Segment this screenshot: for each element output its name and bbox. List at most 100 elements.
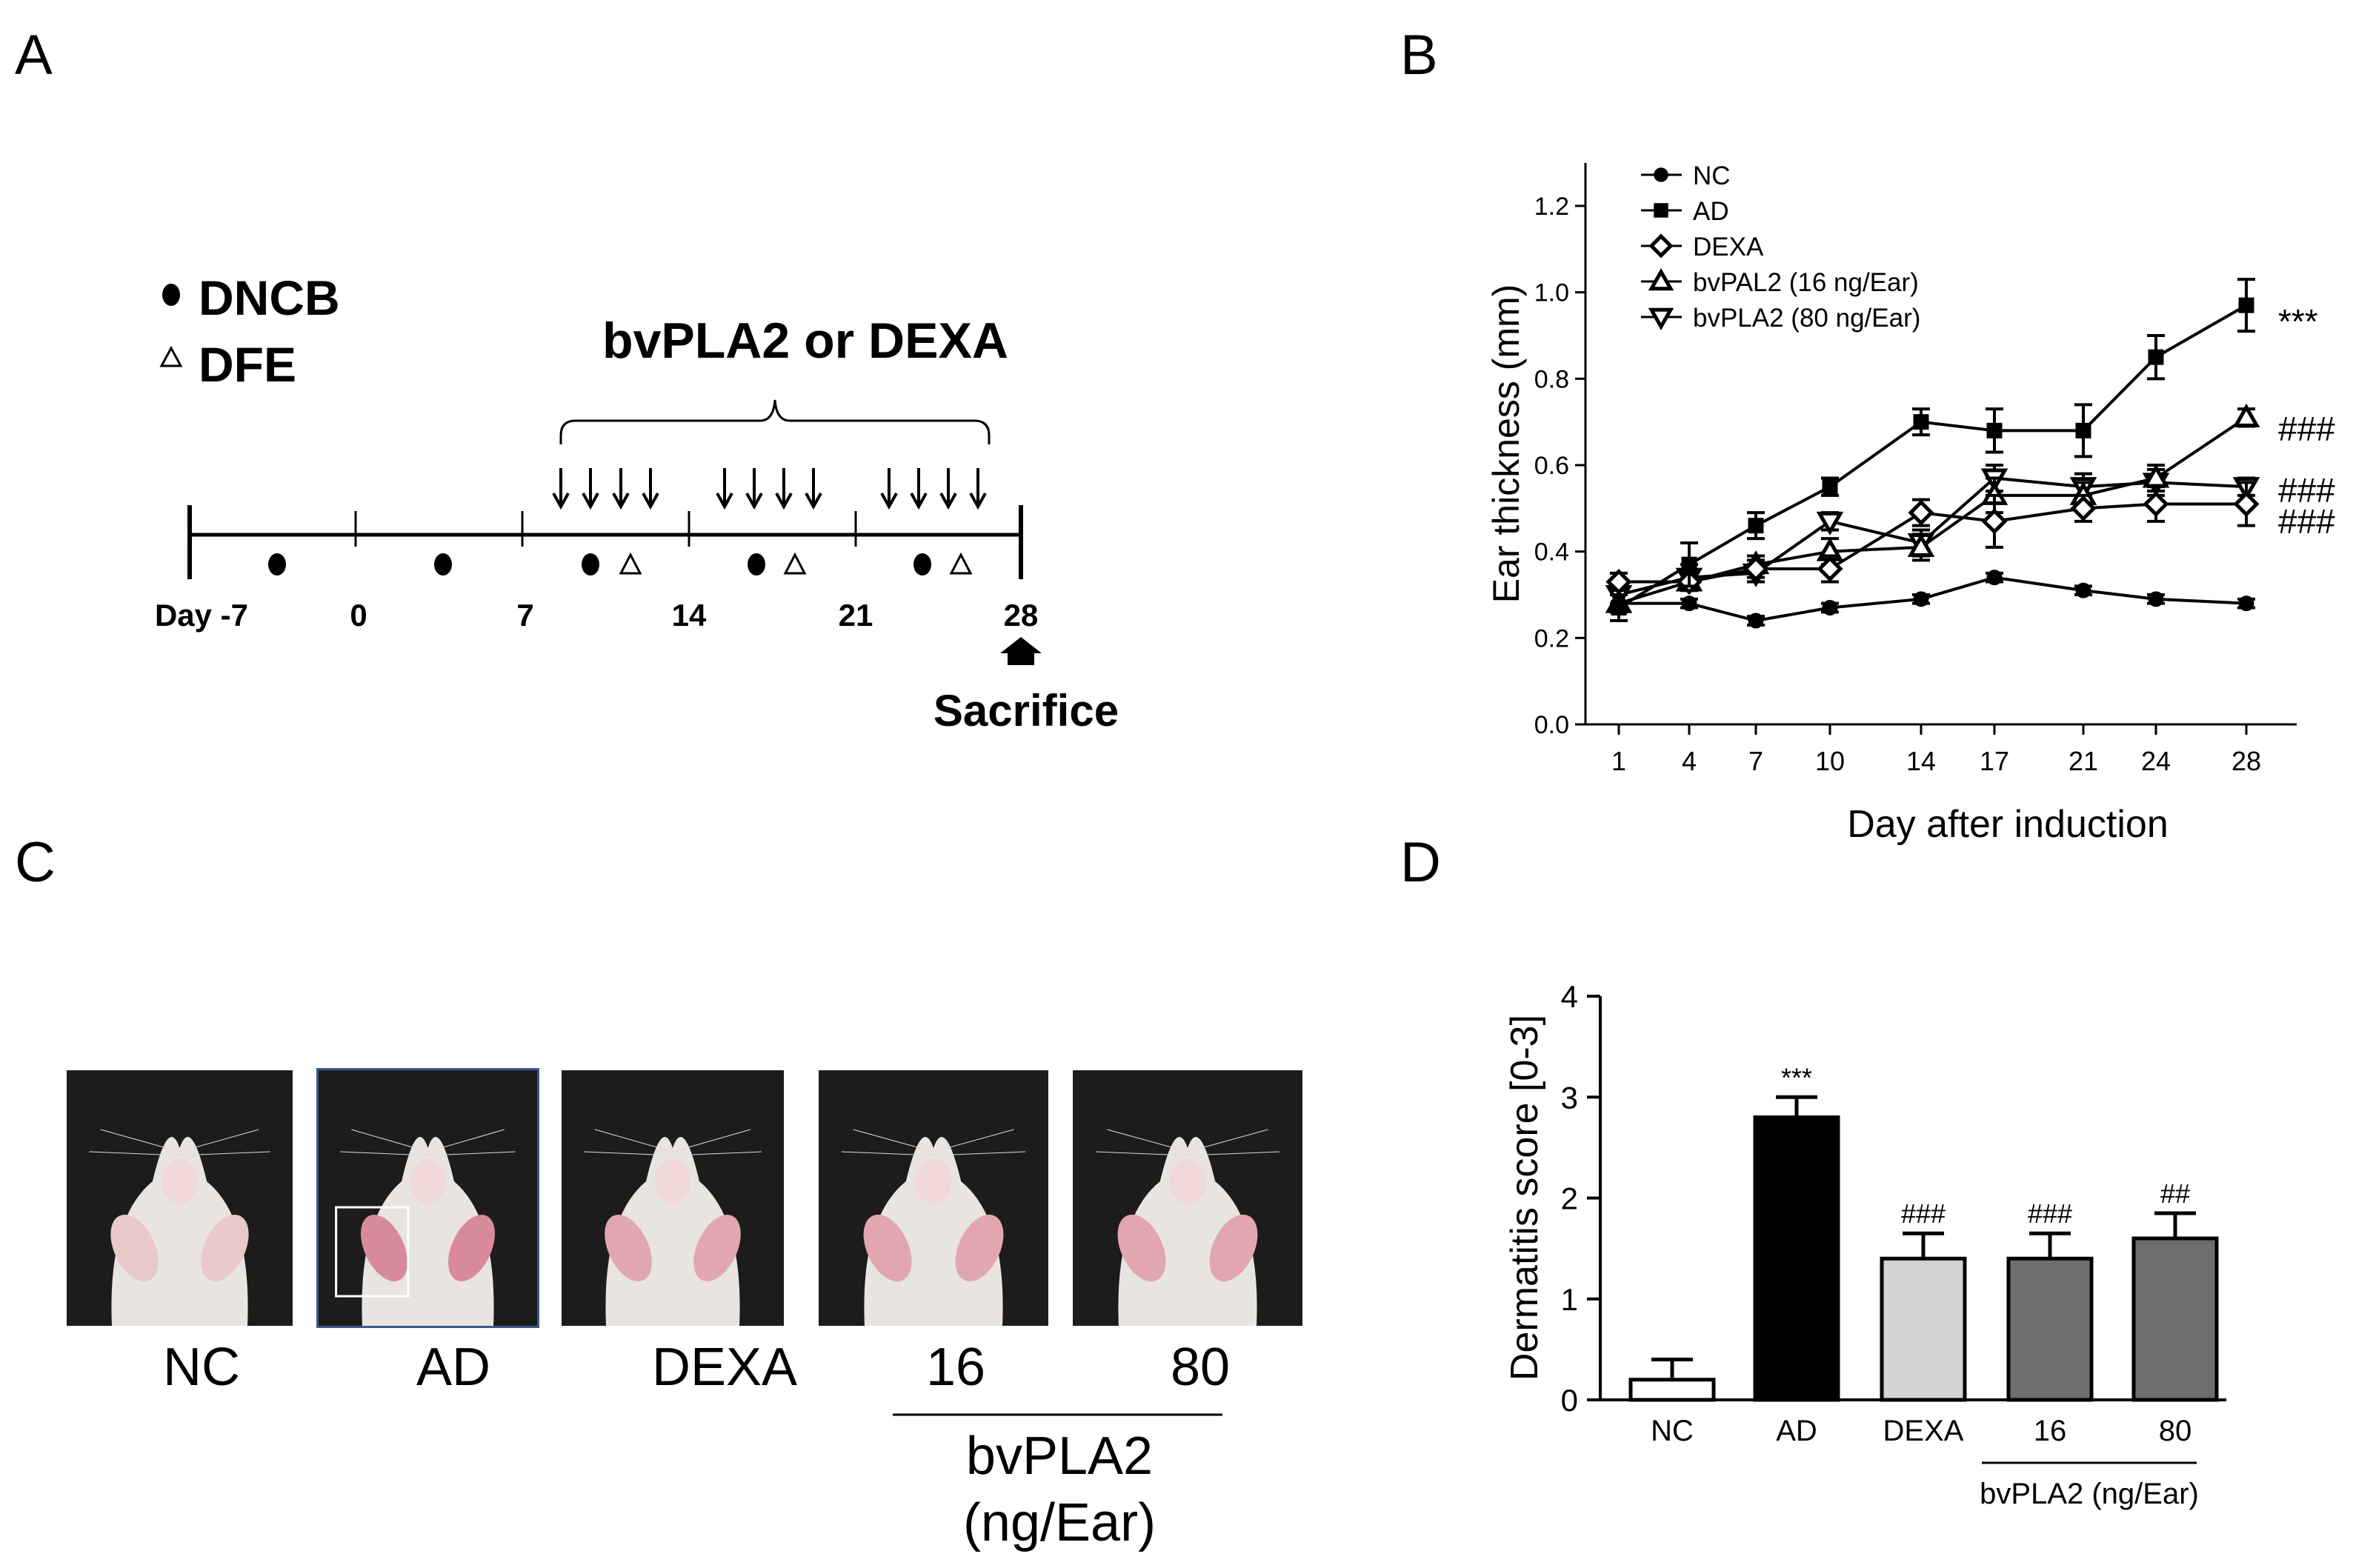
chart-b-y-tick-label: 0.4: [1534, 538, 1569, 567]
chart-b-y-ticks: 0.0 0.2 0.4 0.6 0.8 1.0 1.2: [1534, 193, 1585, 739]
treatment-label: bvPLA2 or DEXA: [602, 313, 1008, 369]
mouse-photo: [819, 1070, 1048, 1326]
chart-b-y-tick-label: 0.6: [1534, 452, 1569, 480]
series-line-diamond: [1619, 502, 2246, 584]
data-point-triangle-down: [1816, 511, 1844, 536]
chart-b-y-tick-label: 1.2: [1534, 193, 1569, 221]
dncb-event: [434, 553, 452, 576]
chart-b-y-tick-label: 1.0: [1534, 279, 1569, 307]
dfe-event: [783, 552, 807, 575]
bar-80: [2131, 1236, 2219, 1402]
day-label: 0: [350, 598, 367, 633]
legend-dncb-label: DNCB: [199, 270, 340, 325]
timeline-panel: DNCB DFE bvPLA2 or DEXA Day -7 0 7 14 21…: [155, 270, 1119, 735]
chart-d-y-tick-label: 3: [1561, 1080, 1578, 1115]
data-point-circle: [1986, 570, 2003, 586]
dosing-arrow-head: [775, 493, 793, 510]
chart-d-x-tick-label: NC: [1651, 1415, 1694, 1447]
panel-letter-c: C: [15, 831, 56, 894]
chart-b-x-tick-label: 14: [1906, 746, 1936, 776]
dermatitis-score-chart: 0 1 2 3 4 NC AD *** DEXA ### 16 ### 80 ## Dermatitis…: [1503, 979, 2226, 1510]
bar-ad: [1753, 1115, 1840, 1402]
dosing-arrow-head: [969, 493, 987, 510]
data-point-circle: [1822, 600, 1838, 615]
day-label: 21: [839, 598, 873, 633]
mouse-photo-label: NC: [163, 1338, 240, 1397]
chart-d-x-tick-label: 80: [2159, 1415, 2192, 1447]
chart-b-x-label: Day after induction: [1847, 803, 2169, 846]
data-point-diamond: [1981, 508, 2008, 535]
data-point-circle: [2075, 582, 2091, 598]
dosing-arrows: [552, 468, 987, 510]
bar-significance-label: ##: [2160, 1178, 2190, 1209]
dosing-arrow-head: [805, 493, 822, 510]
mouse-illustration: [1095, 1129, 1280, 1326]
mouse-illustration: [89, 1129, 270, 1326]
mouse-photo-label: DEXA: [651, 1338, 798, 1397]
sacrifice-label: Sacrifice: [933, 686, 1119, 735]
chart-d-y-tick-label: 1: [1561, 1282, 1578, 1317]
significance-label: ###: [2278, 471, 2335, 510]
chart-b-y-tick-label: 0.8: [1534, 365, 1569, 393]
data-point-circle: [1681, 595, 1697, 612]
chart-d-x-tick-label: AD: [1776, 1415, 1817, 1447]
chart-b-x-ticks: 1 4 7 10 14 17 21 24 28: [1611, 724, 2261, 776]
data-point-diamond: [1743, 556, 1769, 582]
chart-b-x-tick-label: 10: [1815, 746, 1845, 776]
data-point-diamond: [1605, 568, 1632, 595]
data-point-square: [1986, 422, 2003, 438]
dncb-event: [582, 553, 599, 576]
data-point-triangle-up: [1907, 533, 1935, 557]
sacrifice-arrow-icon: [1000, 637, 1042, 665]
chart-d-y-tick-label: 4: [1561, 979, 1578, 1014]
significance-label: ***: [2278, 302, 2318, 341]
data-point-circle: [2238, 595, 2254, 612]
legend-label: AD: [1693, 197, 1729, 226]
bar-significance-label: ###: [2028, 1198, 2072, 1229]
legend-dfe-label: DFE: [199, 337, 296, 392]
chart-d-group-label: bvPLA2 (ng/Ear): [1980, 1478, 2199, 1510]
dosing-arrow-head: [642, 493, 659, 510]
ear-thickness-chart: 0.00.20.40.60.81.01.2 1 4 7 10 14 17 21 24 28 NC…: [1485, 161, 2335, 846]
chart-b-x-tick-label: 1: [1611, 746, 1626, 776]
mouse-illustration: [335, 1129, 516, 1326]
significance-label: ###: [2278, 502, 2335, 541]
data-point-square: [1681, 556, 1697, 573]
chart-d-x-tick-label: 16: [2034, 1415, 2067, 1447]
data-point-square: [1913, 414, 1929, 430]
data-point-square: [2238, 297, 2254, 313]
legend-marker-square: [1654, 203, 1668, 218]
mouse-photo: [562, 1070, 784, 1326]
bar-significance-label: ###: [1901, 1198, 1946, 1229]
treatment-brace: [559, 399, 991, 444]
legend-label: DEXA: [1693, 233, 1764, 261]
data-point-diamond: [2070, 495, 2097, 521]
chart-b-x-tick-label: 17: [1980, 746, 2009, 776]
legend-label: bvPLA2 (80 ng/Ear): [1693, 304, 1920, 333]
data-point-circle: [1748, 613, 1764, 629]
chart-b-y-label: Ear thickness (mm): [1485, 284, 1527, 604]
mouse-illustration: [841, 1129, 1026, 1326]
data-point-circle: [1913, 591, 1929, 607]
chart-d-bars: NC AD *** DEXA ### 16 ### 80 ##: [1628, 1062, 2219, 1447]
data-point-square: [1611, 600, 1627, 615]
photo-group-label-line1: bvPLA2: [966, 1427, 1153, 1486]
data-point-square: [2148, 349, 2164, 365]
mouse-photo: [316, 1068, 539, 1328]
day-label: Day -7: [155, 598, 248, 633]
chart-d-y-label: Dermatitis score [0-3]: [1503, 1015, 1546, 1381]
day-label: 7: [516, 598, 533, 633]
chart-b-annotations: ***#########: [2278, 302, 2335, 541]
legend-label: bvPAL2 (16 ng/Ear): [1693, 268, 1919, 297]
chart-d-y-ticks: 0 1 2 3 4: [1561, 979, 1600, 1418]
mouse-photo-label: 16: [925, 1338, 986, 1397]
bar-significance-label: ***: [1781, 1062, 1812, 1092]
photo-group-label-line2: (ng/Ear): [963, 1493, 1156, 1552]
legend-marker-diamond: [1648, 233, 1674, 258]
chart-b-legend: NC AD DEXA bvPAL2 (16 ng/Ear) bvPLA2 (80 ng/…: [1641, 161, 1920, 333]
panel-letter-d: D: [1400, 831, 1441, 894]
chart-d-y-tick-label: 2: [1561, 1181, 1578, 1216]
mouse-photo: [1073, 1070, 1302, 1326]
dosing-arrow-head: [939, 493, 957, 510]
